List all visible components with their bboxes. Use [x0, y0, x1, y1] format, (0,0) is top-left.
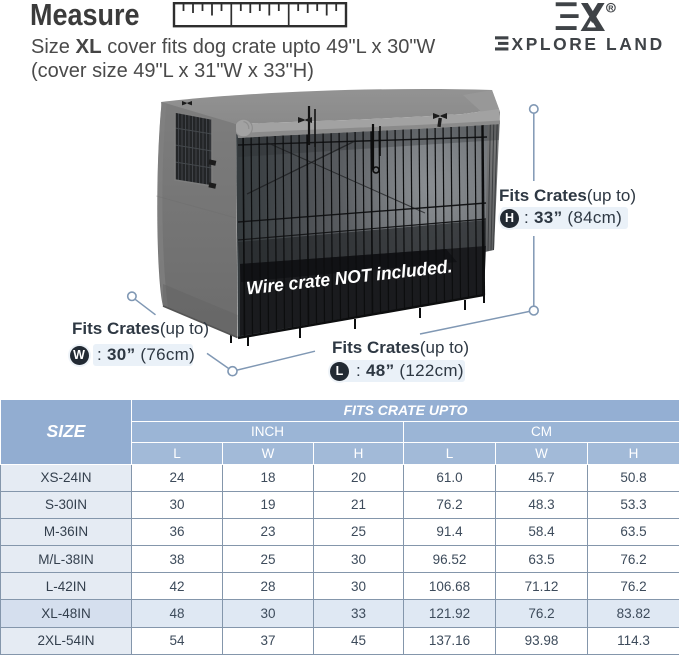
svg-text:R: R [608, 3, 614, 12]
svg-text:XPLORE LAND: XPLORE LAND [512, 34, 665, 54]
